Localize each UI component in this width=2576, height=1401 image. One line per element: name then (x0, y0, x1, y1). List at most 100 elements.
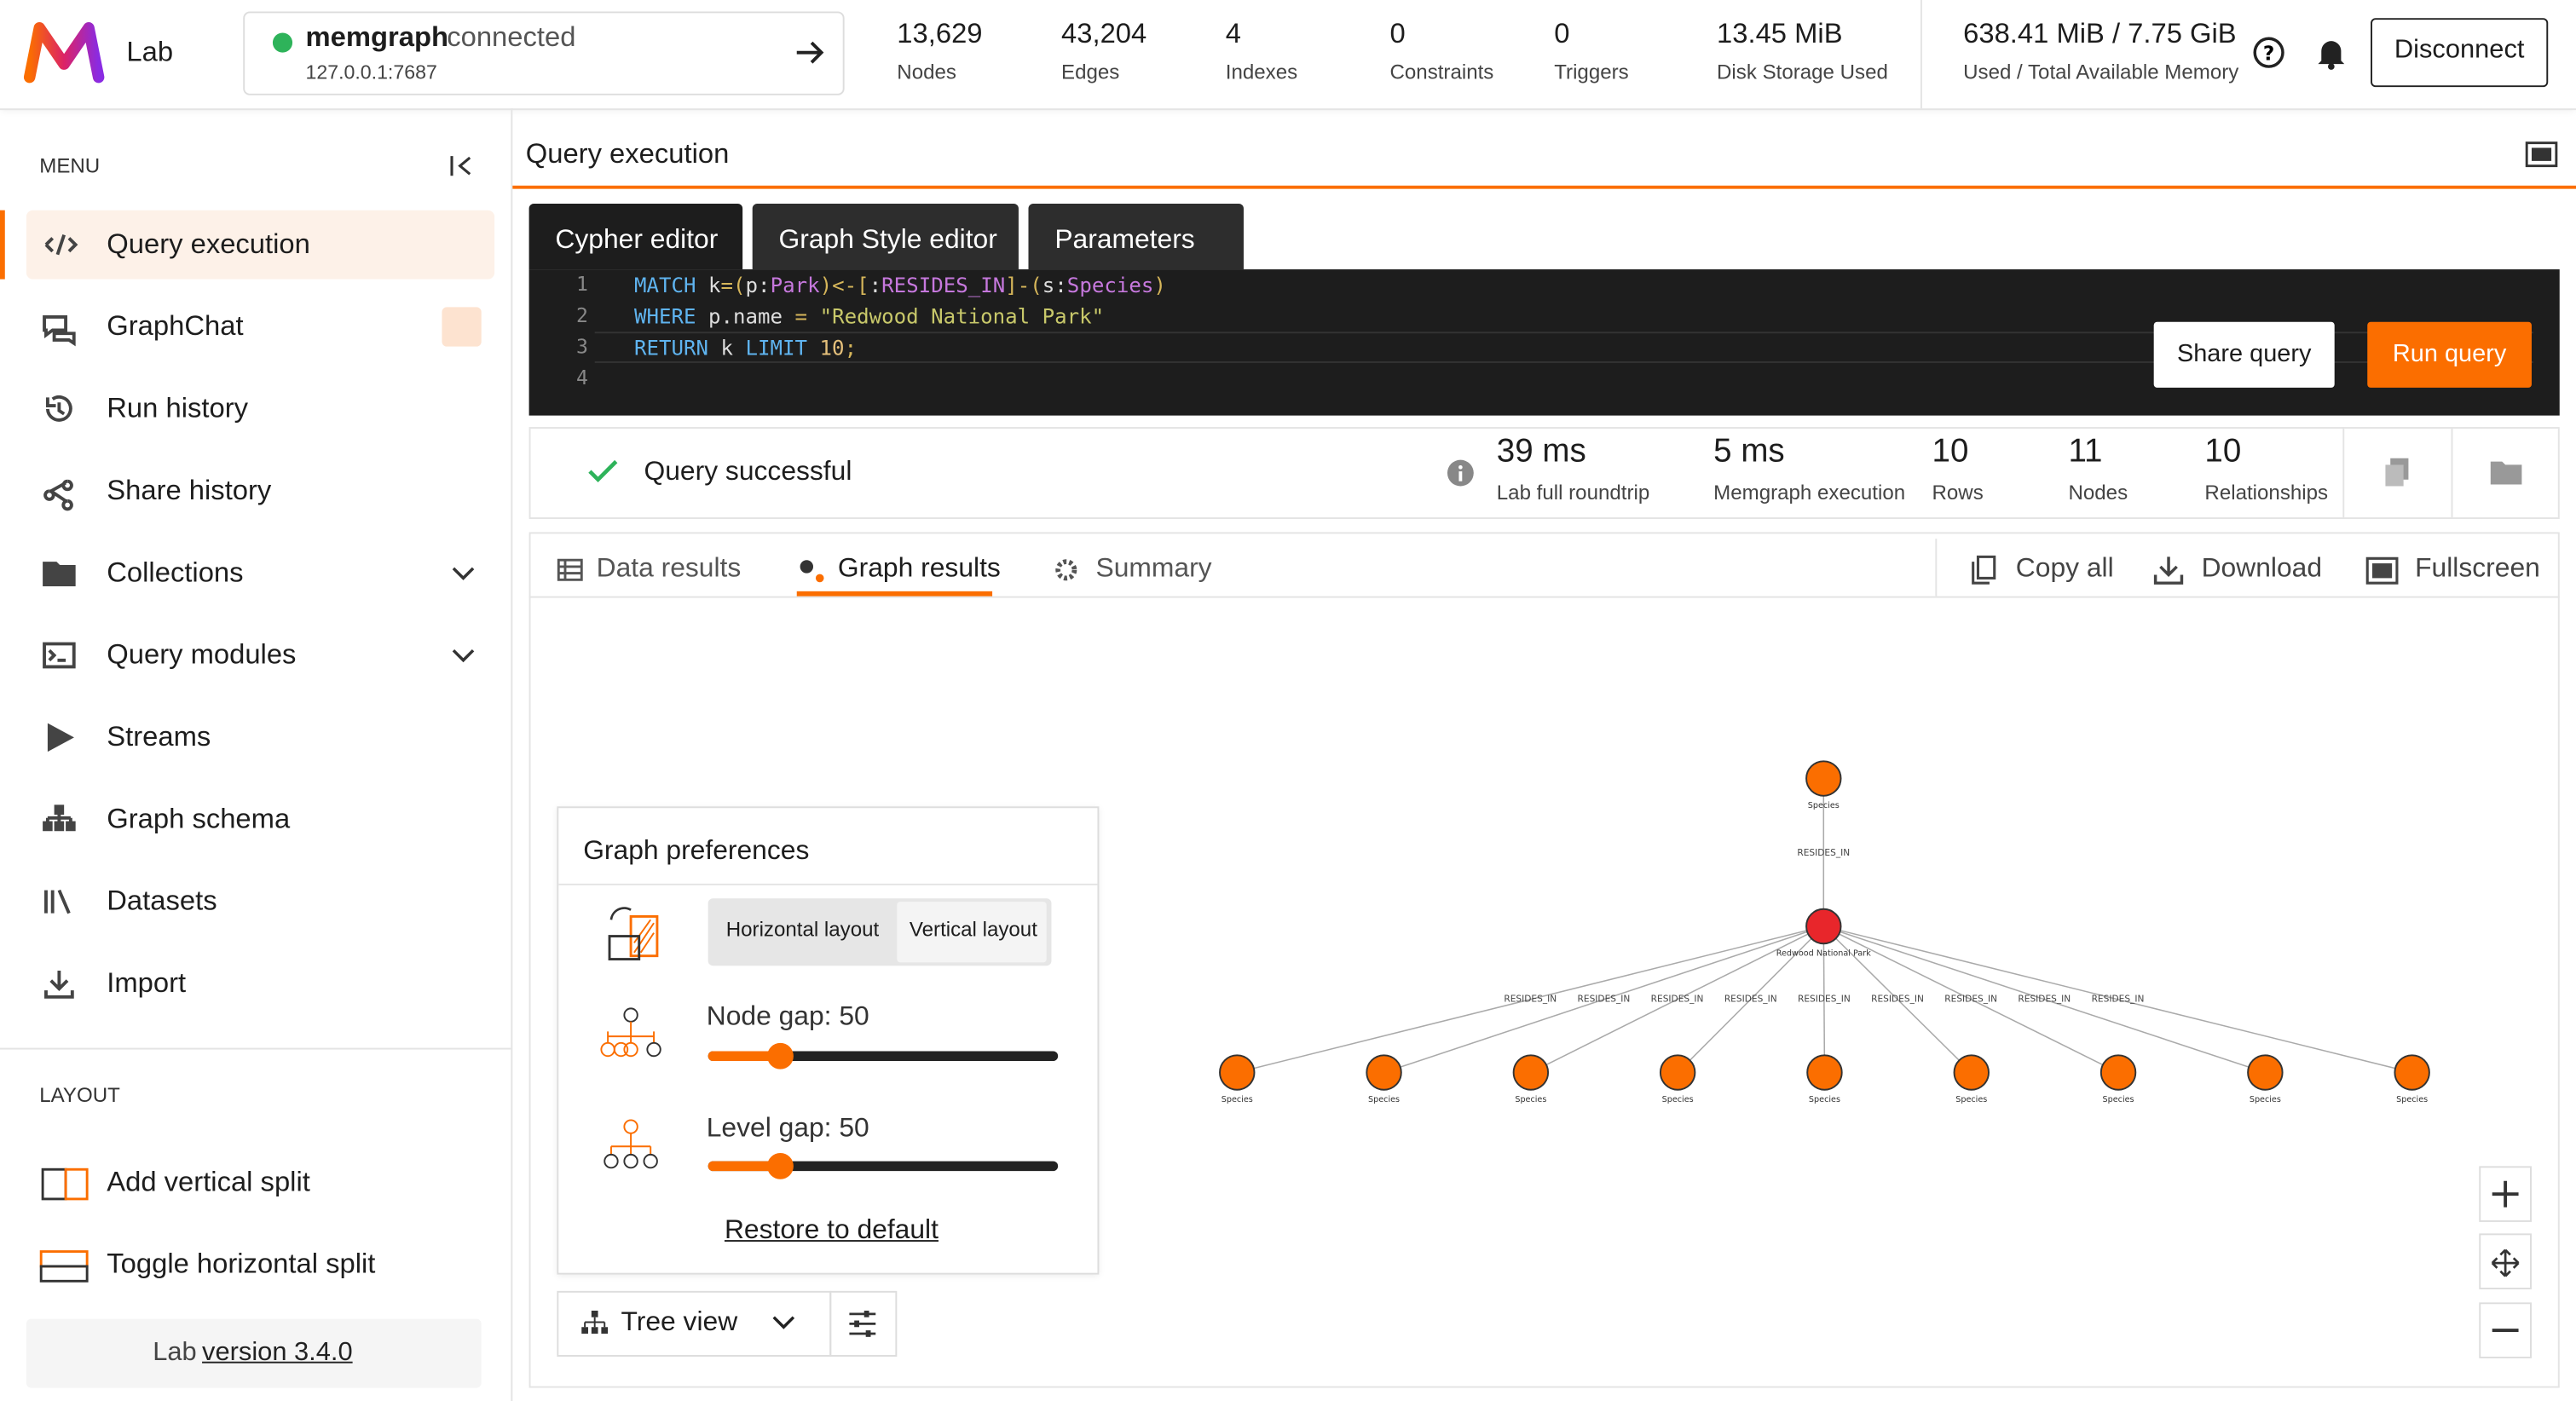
menu-icon (43, 315, 76, 347)
code-line[interactable]: MATCH k=(p:Park)<-[:RESIDES_IN]-(s:Speci… (633, 272, 1166, 297)
logo (23, 22, 105, 84)
split-icon (41, 1168, 67, 1201)
code-token: : (1054, 272, 1067, 297)
info-icon[interactable] (1447, 459, 1474, 487)
menu-item[interactable]: GraphChat (107, 310, 244, 342)
node-label: Species (1515, 1095, 1546, 1104)
code-token: Species (1066, 272, 1154, 297)
node (1366, 1054, 1402, 1091)
code-line[interactable]: WHERE p.name = "Redwood National Park" (633, 303, 1105, 329)
maximize-icon[interactable] (2525, 141, 2558, 168)
folder-icon[interactable] (2490, 460, 2522, 485)
status-message: Query successful (644, 456, 852, 487)
stat-value: 0 (1389, 18, 1406, 49)
slider-thumb[interactable] (767, 1042, 794, 1069)
code-line[interactable]: RETURN k LIMIT 10; (633, 335, 858, 360)
menu-item[interactable]: Query execution (107, 228, 310, 260)
metric-label: Nodes (2068, 481, 2128, 504)
layout-toggle-active[interactable] (897, 902, 1047, 963)
node (1805, 908, 1842, 945)
restore-link[interactable]: Restore to default (724, 1215, 939, 1245)
menu-item[interactable]: Datasets (107, 885, 217, 917)
result-tab[interactable]: Graph results (837, 553, 1001, 584)
menu-item[interactable]: Streams (107, 721, 211, 752)
edge-label: RESIDES_IN (1504, 995, 1557, 1005)
divider (1920, 0, 1922, 109)
zoom-icons (2491, 1180, 2520, 1333)
disconnect-button[interactable] (2371, 18, 2549, 88)
result-action[interactable]: Download (2201, 553, 2323, 584)
result-action[interactable]: Fullscreen (2415, 553, 2540, 584)
footer-prefix: Lab (153, 1338, 197, 1367)
menu-item[interactable]: Share history (107, 474, 272, 506)
settings-button[interactable] (829, 1290, 898, 1357)
node (1806, 1054, 1843, 1091)
layout-option[interactable]: Vertical layout (909, 918, 1037, 942)
edge-label: RESIDES_IN (1944, 995, 1997, 1005)
menu-icon (43, 562, 76, 587)
editor-button[interactable]: Run query (2367, 321, 2532, 388)
metric-value: 5 ms (1713, 433, 1785, 470)
footer-version[interactable]: version 3.4.0 (202, 1338, 353, 1367)
slider-track[interactable] (708, 1051, 1059, 1062)
edge-label: RESIDES_IN (1798, 995, 1851, 1005)
code-token: ] (1005, 272, 1018, 297)
metric-value: 10 (1932, 433, 1969, 470)
disconnect-label[interactable]: Disconnect (2394, 36, 2525, 65)
help-icon[interactable]: ? (2252, 36, 2285, 69)
result-tab[interactable]: Data results (596, 553, 742, 584)
node-label: Species (1368, 1095, 1400, 1104)
menu-item[interactable]: Collections (107, 556, 244, 588)
preferences-title-line (558, 883, 1098, 885)
graph-tab-icon (815, 574, 824, 583)
menu-item[interactable]: Import (107, 967, 187, 999)
slider-track[interactable] (708, 1161, 1059, 1172)
editor-tab[interactable]: Cypher editor (528, 203, 743, 270)
menu-icon (43, 642, 76, 669)
edge (1822, 925, 2119, 1074)
menu-item[interactable]: Query modules (107, 638, 297, 671)
active-menu-bar (0, 210, 5, 280)
menu-item[interactable]: Run history (107, 392, 248, 424)
collapse-icon[interactable] (450, 154, 473, 177)
menu-icon (47, 723, 74, 752)
stat-label: Used / Total Available Memory (1963, 61, 2239, 84)
fit-button[interactable] (2479, 1233, 2532, 1289)
active-tab-underline (796, 591, 993, 597)
menu-title: MENU (39, 154, 101, 178)
connection-box[interactable] (243, 11, 845, 95)
edge (1823, 925, 2266, 1074)
split-icon (39, 1250, 89, 1268)
stat-label: Constraints (1389, 61, 1494, 84)
layout-option[interactable]: Horizontal layout (725, 918, 880, 942)
status-dot (272, 32, 293, 53)
layout-item[interactable]: Add vertical split (107, 1166, 310, 1198)
tree-view-label[interactable]: Tree view (621, 1307, 738, 1337)
bell-icon[interactable] (2316, 36, 2346, 70)
fullscreen-icon (2372, 563, 2393, 579)
line-number: 3 (576, 335, 588, 359)
result-tab[interactable]: Summary (1095, 553, 1212, 584)
editor-tab[interactable]: Graph Style editor (752, 203, 1019, 270)
sliders-icon (849, 1310, 876, 1337)
copy-icon[interactable] (2385, 458, 2409, 487)
editor-button[interactable]: Share query (2153, 321, 2335, 388)
stat-label: Indexes (1225, 61, 1298, 84)
footer-box (26, 1318, 482, 1388)
layout-item[interactable]: Toggle horizontal split (107, 1248, 376, 1280)
result-action[interactable]: Copy all (2015, 553, 2114, 584)
code-token: MATCH (633, 272, 696, 297)
node (1219, 1054, 1256, 1091)
slider-thumb[interactable] (767, 1152, 794, 1179)
menu-item[interactable]: Graph schema (107, 803, 291, 835)
arrow-icon[interactable] (795, 39, 825, 66)
editor-tab[interactable]: Parameters (1028, 203, 1244, 270)
code-token: = (794, 303, 808, 329)
edge (1823, 925, 2412, 1074)
svg-text:?: ? (2263, 43, 2274, 65)
slider-fill (708, 1051, 781, 1062)
menu-icon (44, 889, 71, 914)
level-gap-icon (604, 1119, 658, 1169)
